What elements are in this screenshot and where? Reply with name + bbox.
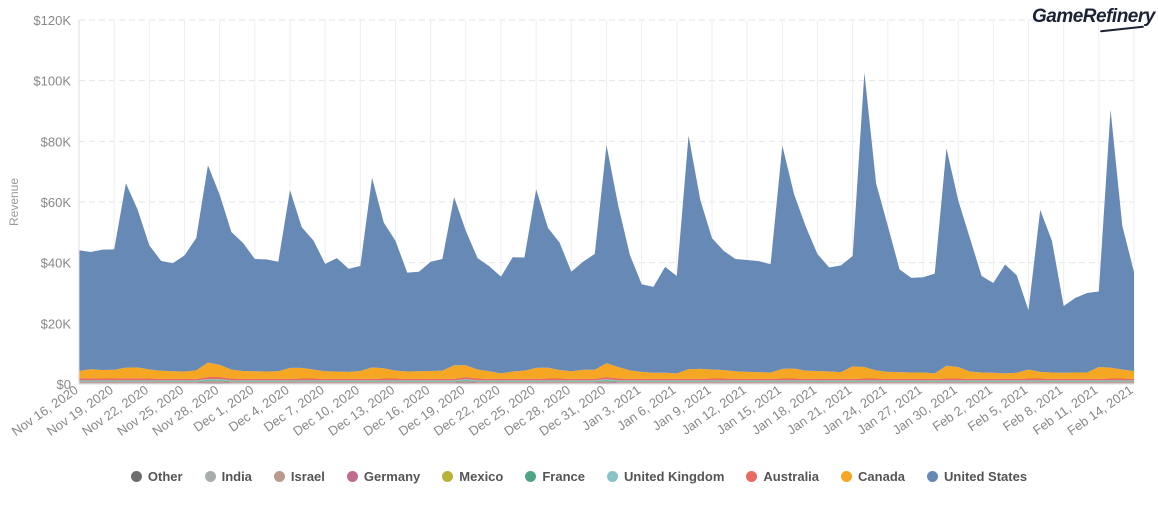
y-tick-label: $60K [41,195,72,210]
legend-item-israel[interactable]: Israel [273,468,325,484]
brand-logo: GameRefinery [1032,6,1155,27]
legend-label: India [221,468,252,484]
legend-item-mexico[interactable]: Mexico [442,469,503,484]
legend-swatch [204,470,216,482]
legend-item-france[interactable]: France [525,469,585,484]
legend-label: Canada [858,468,905,484]
legend-swatch [346,470,358,482]
legend-item-australia[interactable]: Australia [746,469,819,484]
legend-label: Other [147,468,183,484]
area-united-kingdom[interactable] [79,379,1134,382]
area-france[interactable] [79,380,1134,382]
legend-swatch [273,470,285,482]
legend-swatch [130,470,142,482]
legend-label: France [542,468,585,484]
y-axis-title: Revenue [7,178,21,226]
y-tick-label: $120K [33,13,71,28]
area-series [79,72,1134,384]
area-mexico[interactable] [79,381,1134,383]
y-tick-label: $40K [41,256,72,271]
legend-label: United States [944,468,1028,484]
legend-swatch [607,470,618,482]
legend-label: Germany [363,468,421,484]
y-tick-label: $80K [41,134,72,149]
area-united-states[interactable] [79,72,1134,374]
chart-legend: Other India Israel Germany Mexico France Unite… [0,464,1158,488]
y-axis-ticks: $0 $20K $40K $60K $80K $100K $120K [33,13,71,392]
legend-label: Israel [290,468,325,484]
y-tick-label: $100K [33,74,71,89]
legend-swatch [525,470,537,482]
y-tick-label: $0 [57,377,71,392]
area-canada[interactable] [79,362,1134,379]
legend-swatch [841,470,853,482]
legend-label: Mexico [459,468,504,484]
y-tick-label: $20K [41,316,72,331]
axes [78,20,1134,385]
legend-item-other[interactable]: Other [130,468,183,484]
legend-label: Australia [763,468,820,484]
legend-swatch [746,470,758,482]
legend-label: United Kingdom [624,468,725,484]
legend-swatch [927,470,938,482]
area-israel[interactable] [79,382,1134,384]
legend-item-germany[interactable]: Germany [346,468,421,484]
area-india[interactable] [79,382,1134,384]
legend-swatch [442,470,454,482]
legend-item-united-states[interactable]: United States [927,469,1027,484]
legend-item-united-kingdom[interactable]: United Kingdom [607,469,724,484]
area-australia[interactable] [79,377,1134,381]
legend-item-india[interactable]: India [204,468,252,484]
area-germany[interactable] [79,381,1134,383]
legend-item-canada[interactable]: Canada [841,469,905,484]
stacked-area-chart: $0 $20K $40K $60K $80K $100K $120K Nov 16, 202… [7,13,1136,439]
